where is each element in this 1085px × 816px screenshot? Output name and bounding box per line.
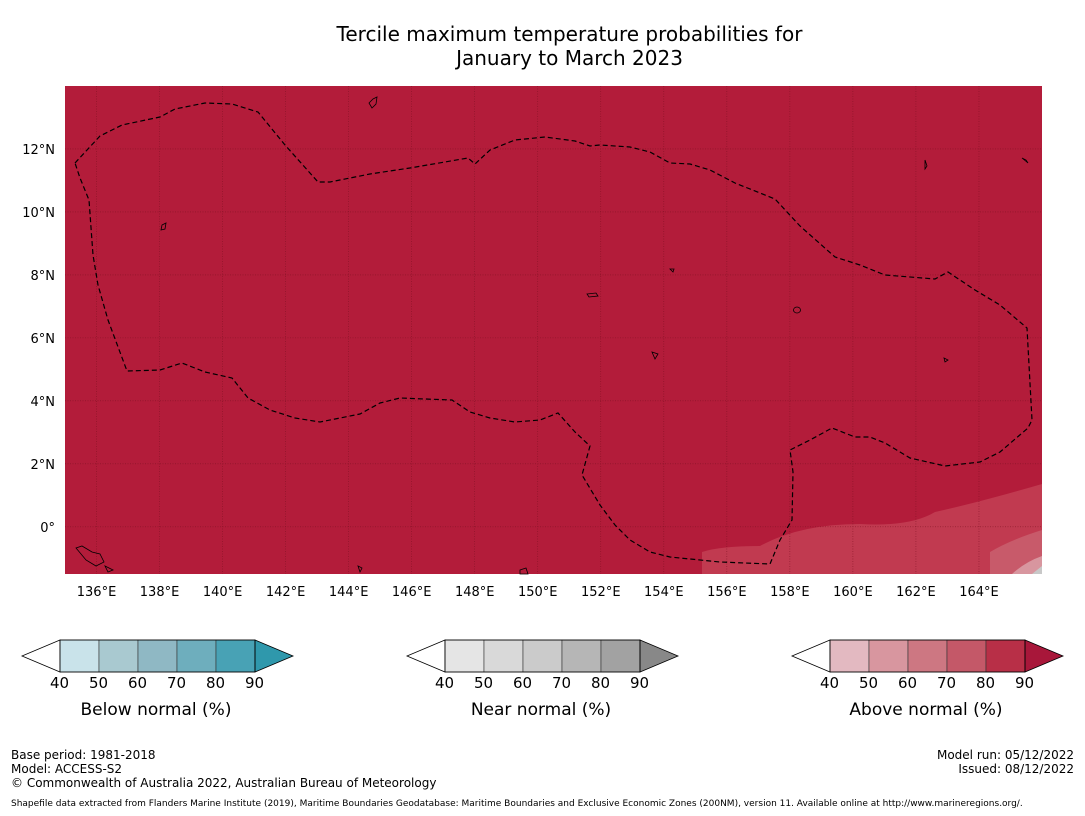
lat-tick-label: 2°N	[31, 458, 56, 473]
legend-near-normal: 40 50 60 70 80 90 Near normal (%)	[405, 638, 685, 728]
map-background	[65, 86, 1042, 574]
lon-tick-label: 148°E	[455, 585, 495, 600]
lon-tick-label: 138°E	[140, 585, 180, 600]
colorbar-frame	[59, 639, 256, 673]
colorbar-over-arrow	[1024, 639, 1065, 673]
colorbar-tick-label: 90	[245, 674, 265, 692]
colorbar-over-arrow	[639, 639, 680, 673]
copyright: © Commonwealth of Australia 2022, Austra…	[11, 776, 437, 790]
colorbar-tick-label: 90	[630, 674, 650, 692]
colorbar-segment	[907, 639, 948, 673]
footer-left: Base period: 1981-2018 Model: ACCESS-S2 …	[11, 748, 436, 790]
colorbar-tick-label: 60	[898, 674, 918, 692]
gridlines	[65, 86, 1042, 574]
colorbar-over-arrow	[254, 639, 295, 673]
lat-tick-label: 8°N	[31, 269, 56, 284]
chart-title: Tercile maximum temperature probabilitie…	[0, 22, 1085, 70]
colorbar	[790, 639, 1065, 673]
colorbar-segment	[946, 639, 987, 673]
colorbar-tick-label: 70	[937, 674, 957, 692]
lon-tick-label: 158°E	[770, 585, 810, 600]
colorbar-tick-label: 70	[167, 674, 187, 692]
colorbar-segment	[483, 639, 524, 673]
legend-title: Below normal (%)	[80, 700, 232, 720]
colorbar-segment	[176, 639, 217, 673]
colorbar-under-arrow	[405, 639, 446, 673]
colorbar	[405, 639, 680, 673]
colorbar-tick-label: 40	[820, 674, 840, 692]
lon-tick-label: 144°E	[329, 585, 369, 600]
colorbar-tick-label: 40	[435, 674, 455, 692]
colorbar-tick-label: 50	[859, 674, 879, 692]
lat-tick-label: 4°N	[31, 395, 56, 410]
colorbar-tick-label: 60	[513, 674, 533, 692]
land-patch	[1032, 566, 1042, 574]
colorbar-segment	[561, 639, 602, 673]
model-run: Model run: 05/12/2022	[936, 748, 1074, 762]
colorbar-tick-label: 80	[591, 674, 611, 692]
colorbar-segment	[522, 639, 563, 673]
lon-tick-label: 152°E	[581, 585, 621, 600]
colorbar-frame	[829, 639, 1026, 673]
lon-tick-label: 136°E	[77, 585, 117, 600]
lat-tick-label: 0°	[40, 521, 55, 536]
colorbar-tick-label: 50	[89, 674, 109, 692]
colorbar-under-arrow	[790, 639, 831, 673]
legend-below-normal: 40 50 60 70 80 90 Below normal (%)	[20, 638, 300, 728]
latitude-labels: 0° 2°N 4°N 6°N 8°N 10°N 12°N	[22, 143, 55, 536]
colorbar-segment	[868, 639, 909, 673]
colorbar-under-arrow	[20, 639, 61, 673]
legend-above-normal: 40 50 60 70 80 90 Above normal (%)	[790, 638, 1070, 728]
base-period: Base period: 1981-2018	[11, 748, 156, 762]
lon-tick-label: 162°E	[896, 585, 936, 600]
lat-tick-label: 12°N	[22, 143, 55, 158]
issued-date: Issued: 08/12/2022	[958, 762, 1074, 776]
lon-tick-label: 156°E	[707, 585, 747, 600]
lat-tick-label: 6°N	[31, 332, 56, 347]
colorbar-segment	[215, 639, 256, 673]
colorbar	[20, 639, 295, 673]
colorbar-frame	[444, 639, 641, 673]
longitude-labels: 136°E 138°E 140°E 142°E 144°E 146°E 148°E 150°E…	[77, 585, 999, 600]
colorbar-segment	[98, 639, 139, 673]
band-70-80	[702, 484, 1042, 574]
lon-tick-label: 164°E	[959, 585, 999, 600]
lon-tick-label: 146°E	[392, 585, 432, 600]
band-50-60	[1012, 556, 1042, 574]
shapefile-credit: Shapefile data extracted from Flanders M…	[11, 799, 1023, 809]
model-name: Model: ACCESS-S2	[11, 762, 123, 776]
title-line-2: January to March 2023	[456, 46, 683, 70]
lon-tick-label: 140°E	[203, 585, 243, 600]
colorbar-tick-label: 40	[50, 674, 70, 692]
colorbar-tick-label: 80	[206, 674, 226, 692]
colorbar-segment	[137, 639, 178, 673]
lon-tick-label: 160°E	[833, 585, 873, 600]
lat-tick-label: 10°N	[22, 206, 55, 221]
footer-right: Model run: 05/12/2022 Issued: 08/12/2022	[937, 748, 1074, 776]
colorbar-segment	[444, 639, 485, 673]
lon-tick-label: 150°E	[518, 585, 558, 600]
colorbar-tick-label: 70	[552, 674, 572, 692]
colorbar-segment	[985, 639, 1026, 673]
colorbar-segment	[829, 639, 870, 673]
colorbar-tick-label: 90	[1015, 674, 1035, 692]
lon-tick-label: 142°E	[266, 585, 306, 600]
islands	[75, 96, 1029, 575]
colorbar-tick-label: 80	[976, 674, 996, 692]
lon-tick-label: 154°E	[644, 585, 684, 600]
colorbar-segment	[59, 639, 100, 673]
colorbar-segment	[600, 639, 641, 673]
legend-title: Near normal (%)	[470, 700, 612, 720]
legend-title: Above normal (%)	[849, 700, 1003, 720]
title-line-1: Tercile maximum temperature probabilitie…	[336, 22, 803, 46]
colorbar-tick-label: 60	[128, 674, 148, 692]
colorbar-tick-label: 50	[474, 674, 494, 692]
